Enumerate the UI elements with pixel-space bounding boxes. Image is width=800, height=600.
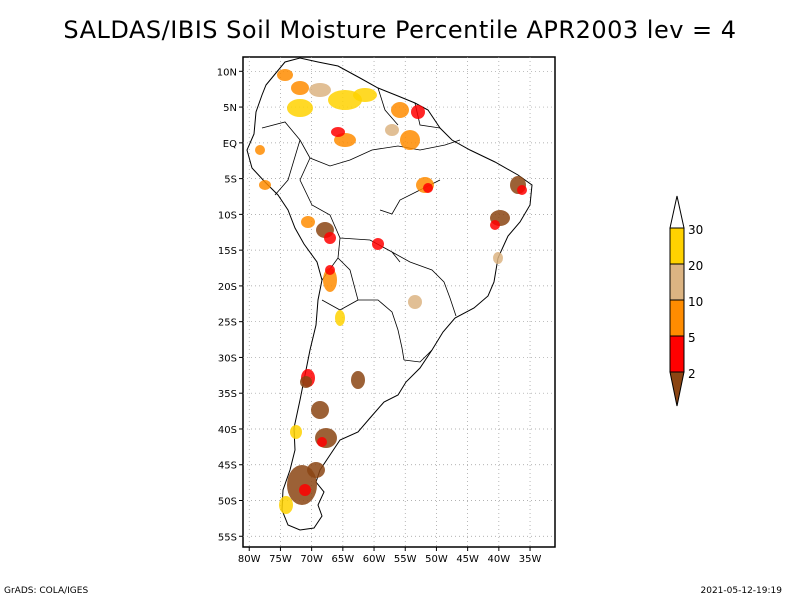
- country-borders: [261, 87, 461, 363]
- south-america-coastline: [246, 57, 533, 531]
- moisture-patch: [490, 220, 500, 230]
- lat-tick-label: 10N: [217, 67, 237, 78]
- moisture-patch: [255, 145, 265, 155]
- lon-tick-label: 75W: [269, 554, 292, 565]
- colorbar-label: 10: [688, 295, 703, 309]
- moisture-patch: [351, 371, 365, 389]
- axis-ticks: 10N 5N EQ 5S 10S 15S 20S 25S 30S 35S 40S 45S 50S 55S8…: [217, 67, 542, 565]
- moisture-patch: [317, 437, 327, 447]
- lat-tick-label: 55S: [218, 532, 237, 543]
- moisture-patch: [290, 425, 302, 439]
- lon-tick-label: 65W: [332, 554, 355, 565]
- moisture-patch: [400, 130, 420, 150]
- moisture-patch: [423, 183, 433, 193]
- moisture-patch: [493, 252, 503, 264]
- colorbar-label: 2: [688, 367, 696, 381]
- colorbar-label: 30: [688, 223, 703, 237]
- lon-tick-label: 40W: [488, 554, 511, 565]
- colorbar: 30 20 10 5 2: [669, 195, 703, 407]
- lat-tick-label: EQ: [223, 139, 237, 150]
- moisture-patch: [331, 127, 345, 137]
- moisture-patch: [324, 232, 336, 244]
- moisture-patch: [300, 376, 312, 388]
- colorbar-segment-20-30: [669, 227, 685, 265]
- moisture-patch: [301, 216, 315, 228]
- moisture-patch: [353, 88, 377, 102]
- moisture-patch: [335, 310, 345, 326]
- land-fill: [255, 69, 527, 514]
- moisture-patch: [411, 105, 425, 119]
- lon-tick-label: 60W: [363, 554, 386, 565]
- map-title: SALDAS/IBIS Soil Moisture Percentile APR…: [63, 16, 737, 44]
- moisture-patch: [391, 102, 409, 118]
- lat-tick-label: 25S: [218, 318, 237, 329]
- lat-tick-label: 15S: [218, 246, 237, 257]
- moisture-patch: [287, 99, 313, 117]
- lat-tick-label: 5N: [223, 103, 237, 114]
- moisture-patch: [277, 69, 293, 81]
- colorbar-segment-10-20: [669, 263, 685, 301]
- lat-tick-label: 45S: [218, 461, 237, 472]
- plot-frame: [242, 56, 556, 548]
- moisture-patch: [279, 496, 293, 514]
- lon-tick-label: 45W: [456, 554, 479, 565]
- lat-tick-label: 30S: [218, 353, 237, 364]
- lat-tick-label: 40S: [218, 425, 237, 436]
- lat-tick-label: 35S: [218, 389, 237, 400]
- lon-tick-label: 55W: [394, 554, 417, 565]
- moisture-patch: [325, 265, 335, 275]
- moisture-patch: [309, 83, 331, 97]
- moisture-patch: [259, 180, 271, 190]
- lon-tick-label: 35W: [519, 554, 542, 565]
- colorbar-segment-2-5: [669, 335, 685, 373]
- moisture-patch: [385, 124, 399, 136]
- moisture-patch: [517, 185, 527, 195]
- colorbar-top-arrow: [669, 195, 685, 229]
- colorbar-label: 5: [688, 331, 696, 345]
- lon-tick-label: 50W: [425, 554, 448, 565]
- lon-tick-label: 80W: [238, 554, 261, 565]
- lat-tick-label: 50S: [218, 497, 237, 508]
- lat-tick-label: 10S: [218, 210, 237, 221]
- moisture-patch: [323, 268, 337, 292]
- colorbar-label: 20: [688, 259, 703, 273]
- lat-tick-label: 5S: [224, 175, 237, 186]
- footer-credit: GrADS: COLA/IGES: [4, 586, 89, 596]
- moisture-patch: [311, 401, 329, 419]
- lon-tick-label: 70W: [300, 554, 323, 565]
- colorbar-bottom-arrow: [669, 371, 685, 407]
- colorbar-segment-5-10: [669, 299, 685, 337]
- footer-timestamp: 2021-05-12-19:19: [700, 586, 783, 596]
- moisture-patch: [372, 238, 384, 250]
- lat-tick-label: 20S: [218, 282, 237, 293]
- moisture-patch: [291, 81, 309, 95]
- moisture-patch: [299, 484, 311, 496]
- moisture-patch: [408, 295, 422, 309]
